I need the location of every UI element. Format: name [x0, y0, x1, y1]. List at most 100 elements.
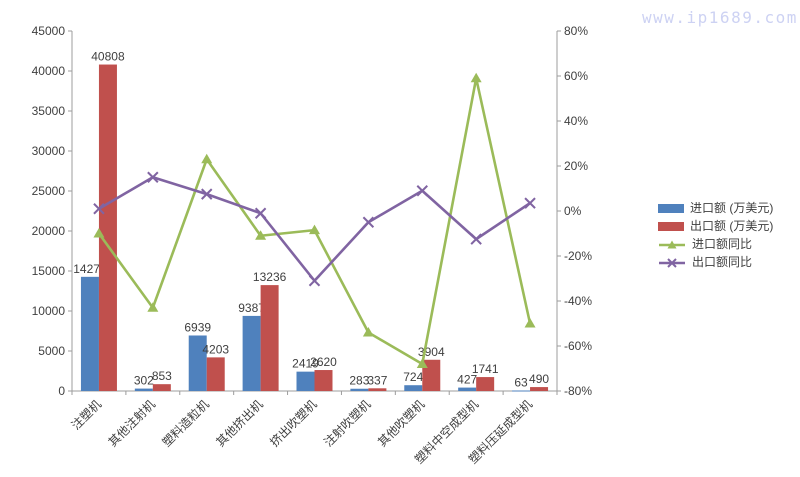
bar-export-amount [314, 370, 333, 391]
bar-export-amount [98, 64, 117, 391]
bar-import-amount [458, 387, 477, 391]
bar-label-export-amount: 490 [529, 372, 549, 386]
right-axis-tick-label: 80% [564, 24, 588, 38]
bar-import-amount [404, 385, 423, 391]
left-axis-tick-label: 25000 [32, 184, 66, 198]
left-axis-tick-label: 0 [58, 384, 65, 398]
right-axis-tick-label: -40% [564, 294, 592, 308]
category-label: 挤出吹塑机 [267, 397, 320, 450]
category-label: 其他注射机 [105, 397, 158, 450]
triangle-marker-icon [667, 240, 677, 248]
left-axis-tick-label: 30000 [32, 144, 66, 158]
category-label: 塑料造粒机 [159, 397, 212, 450]
bar-label-export-amount: 2620 [310, 355, 337, 369]
right-axis-tick-label: -80% [564, 384, 592, 398]
legend-item-export-amount: 出口额 (万美元) [658, 220, 773, 233]
left-axis-tick-label: 15000 [32, 264, 66, 278]
bar-export-amount [368, 388, 387, 391]
x-marker-icon [667, 257, 677, 268]
right-axis-tick-label: 0% [564, 204, 582, 218]
bar-label-import-amount: 9387 [238, 301, 265, 315]
right-axis-tick-label: 60% [564, 69, 588, 83]
bar-import-amount [350, 388, 369, 391]
bar-import-amount [512, 390, 531, 392]
left-axis-tick-label: 45000 [32, 24, 66, 38]
left-axis-tick-label: 20000 [32, 224, 66, 238]
legend-swatch-import-amount [658, 204, 684, 213]
x-marker-icon [416, 185, 428, 197]
category-label: 注射吹塑机 [320, 397, 373, 450]
bar-label-import-amount: 283 [349, 374, 369, 388]
category-label: 其他挤出机 [213, 397, 266, 450]
bar-series-export-amount [98, 64, 549, 391]
bar-label-import-amount: 6939 [184, 320, 211, 334]
bar-label-export-amount: 4203 [202, 342, 229, 356]
triangle-marker-icon [416, 358, 428, 368]
line-import-yoy [97, 76, 532, 366]
bar-label-import-amount: 302 [134, 374, 154, 388]
triangle-marker-icon [470, 72, 482, 83]
right-axis-tick-label: 20% [564, 159, 588, 173]
legend-item-import-amount: 进口额 (万美元) [658, 202, 773, 215]
bar-label-export-amount: 13236 [253, 270, 287, 284]
right-axis-tick-label: -60% [564, 339, 592, 353]
left-axis [68, 30, 72, 392]
legend-swatch-export-yoy [659, 257, 685, 268]
bar-label-import-amount: 724 [403, 370, 423, 384]
legend-label-import-yoy: 进口额同比 [692, 237, 753, 251]
chart-legend: 进口额 (万美元) 出口额 (万美元) 进口额同比出口额同比 [658, 202, 773, 269]
bar-import-amount [296, 371, 315, 391]
bar-import-amount [242, 315, 261, 391]
bar-export-amount [152, 384, 171, 391]
bar-export-amount [530, 387, 549, 391]
triangle-marker-icon [93, 228, 105, 238]
right-axis-tick-label: -20% [564, 249, 592, 263]
legend-item-import-yoy: 进口额同比 [658, 238, 773, 251]
bar-export-amount [206, 357, 225, 391]
x-marker-icon [254, 207, 267, 219]
bar-export-amount [260, 285, 279, 391]
bar-series-import-amount [80, 276, 531, 392]
left-axis-tick-label: 35000 [32, 104, 66, 118]
bar-import-amount [80, 276, 99, 391]
legend-swatch-export-amount [658, 222, 684, 231]
legend-label-export-amount: 出口额 (万美元) [690, 219, 774, 233]
x-marker-icon [308, 275, 321, 287]
axes [71, 31, 558, 392]
bar-label-export-amount: 337 [367, 373, 387, 387]
triangle-marker-icon [309, 224, 320, 235]
triangle-marker-icon [362, 327, 374, 337]
watermark: www.ip1689.com [642, 8, 798, 27]
bar-label-import-amount: 63 [514, 375, 528, 389]
line-series-export-yoy [93, 171, 536, 287]
x-axis [71, 391, 558, 395]
category-labels: 注塑机 其他注射机 塑料造粒机 其他挤出机 挤出吹塑机 注射吹塑机 其他吹塑机塑料中空成型机… [68, 397, 535, 467]
x-marker-icon [147, 171, 159, 183]
triangle-marker-icon [201, 153, 213, 164]
left-axis-tick-label: 5000 [38, 344, 65, 358]
bar-label-import-amount: 427 [457, 373, 477, 387]
legend-label-export-yoy: 出口额同比 [692, 255, 753, 269]
left-axis-tick-label: 40000 [32, 64, 66, 78]
category-label: 其他吹塑机 [374, 397, 427, 450]
legend-swatch-import-yoy [659, 240, 685, 248]
right-axis [557, 30, 561, 392]
bar-label-export-amount: 3904 [418, 345, 445, 359]
bar-label-import-amount: 14270 [73, 262, 107, 276]
legend-label-import-amount: 进口额 (万美元) [690, 201, 774, 215]
category-label: 注塑机 [68, 397, 104, 433]
bar-export-amount [476, 377, 495, 391]
triangle-marker-icon [147, 302, 159, 312]
line-series-import-yoy [93, 72, 536, 368]
x-marker-icon [362, 216, 375, 228]
left-axis-tick-label: 10000 [32, 304, 66, 318]
x-marker-icon [470, 233, 482, 245]
x-marker-icon [524, 197, 536, 209]
bar-import-amount [134, 388, 153, 391]
x-marker-icon [93, 203, 105, 215]
bar-import-amount [188, 335, 207, 391]
bar-label-export-amount: 853 [152, 369, 172, 383]
right-axis-tick-label: 40% [564, 114, 588, 128]
